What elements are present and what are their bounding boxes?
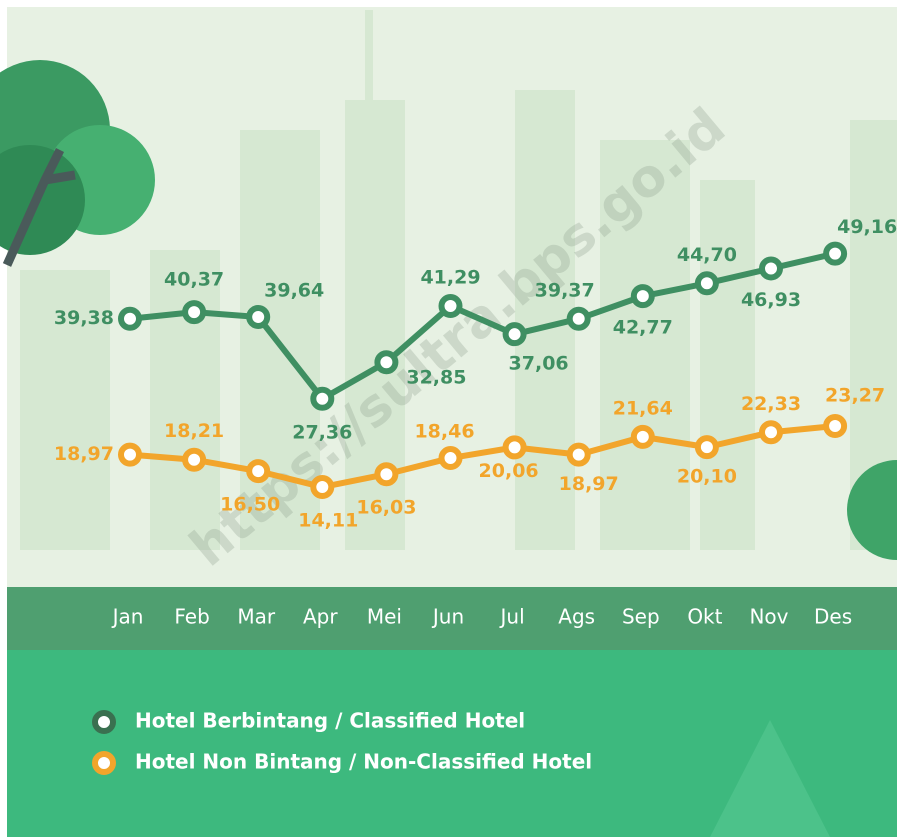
marker [694,271,719,296]
data-label: 46,93 [741,289,801,311]
data-label: 37,06 [509,353,569,375]
marker [823,241,848,266]
marker [310,386,335,411]
marker [823,414,848,439]
legend-label: Hotel Non Bintang / Non-Classified Hotel [135,750,592,774]
x-tick-label: Jun [431,605,464,629]
marker [246,459,271,484]
data-label: 22,33 [741,393,801,415]
marker [566,442,591,467]
x-tick-label: Jan [111,605,144,629]
data-label: 14,11 [298,510,358,532]
x-tick-label: Jul [499,605,525,629]
city-skyline [20,10,897,550]
marker [502,322,527,347]
legend-marker [92,751,116,775]
marker [374,350,399,375]
data-label: 20,06 [479,460,539,482]
data-label: 49,16 [837,216,897,238]
marker [182,300,207,325]
marker [630,284,655,309]
decoration [710,720,830,837]
marker [694,435,719,460]
month-band [7,587,897,650]
marker [246,304,271,329]
marker [182,447,207,472]
legend-label: Hotel Berbintang / Classified Hotel [135,709,525,733]
data-label: 44,70 [677,244,737,266]
data-label: 16,50 [220,494,280,516]
marker [310,475,335,500]
marker [438,446,463,471]
data-label: 23,27 [825,385,885,407]
marker [438,294,463,319]
x-tick-label: Okt [687,605,722,629]
marker [118,442,142,467]
marker [759,420,783,445]
x-tick-label: Sep [622,605,660,629]
x-tick-label: Ags [558,605,595,629]
data-label: 20,10 [677,466,737,488]
data-label: 27,36 [292,421,352,443]
marker [630,424,655,449]
marker [566,306,591,331]
data-label: 18,97 [54,443,114,465]
data-label: 39,64 [264,279,324,301]
marker [759,256,783,281]
marker [118,306,142,331]
x-tick-label: Feb [174,605,209,629]
data-label: 18,97 [559,473,619,495]
x-tick-label: Mar [237,605,276,629]
x-tick-label: Mei [367,605,402,629]
tree [0,60,155,267]
tree [847,460,897,560]
data-label: 39,37 [535,279,595,301]
data-label: 40,37 [164,269,224,291]
x-tick-label: Apr [303,605,338,629]
x-tick-label: Nov [749,605,788,629]
data-label: 18,46 [414,421,474,443]
data-label: 32,85 [406,367,466,389]
data-label: 16,03 [356,497,416,519]
data-label: 18,21 [164,420,224,442]
x-tick-label: Des [814,605,852,629]
legend-marker [92,710,116,734]
data-label: 39,38 [54,307,114,329]
data-label: 42,77 [613,317,673,339]
data-label: 41,29 [420,267,480,289]
marker [374,462,399,487]
data-label: 21,64 [613,397,673,419]
marker [502,435,527,460]
